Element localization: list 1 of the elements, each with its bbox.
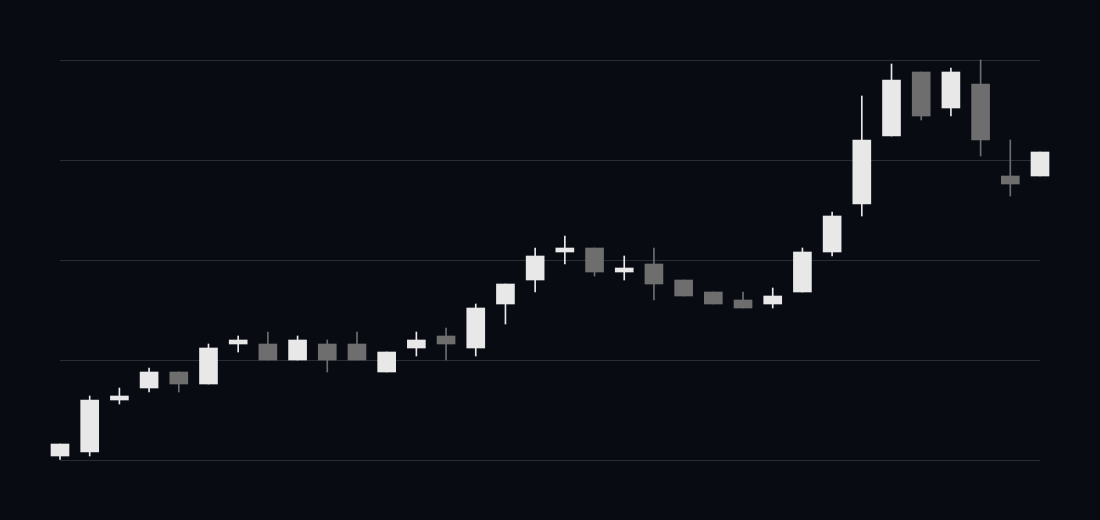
candlestick xyxy=(1000,139,1020,197)
